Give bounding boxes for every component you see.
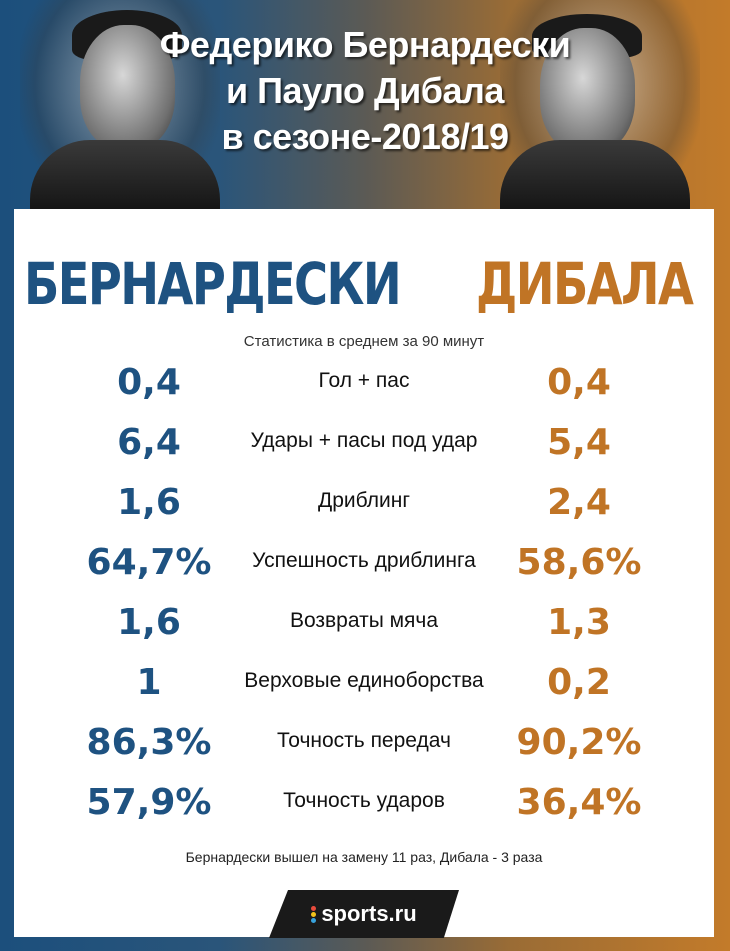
stat-value-right: 36,4% <box>516 782 642 823</box>
shoulders-shape <box>30 140 220 210</box>
logo-dot <box>311 917 317 923</box>
logo-dots-icon <box>311 905 317 924</box>
stat-value-right: 58,6% <box>516 542 642 583</box>
footnote: Бернардески вышел на замену 11 раз, Диба… <box>185 849 543 865</box>
logo-dot <box>311 905 317 911</box>
stat-row: 1 Верховые единоборства 0,2 <box>14 659 714 717</box>
stat-label: Точность ударов <box>283 789 445 812</box>
stat-row: 64,7% Успешность дриблинга 58,6% <box>14 539 714 597</box>
stat-value-right: 0,2 <box>547 662 611 703</box>
stat-row: 0,4 Гол + пас 0,4 <box>14 359 714 417</box>
head-shape <box>540 28 635 153</box>
stat-value-left: 1,6 <box>117 602 181 643</box>
stat-row: 57,9% Точность ударов 36,4% <box>14 779 714 837</box>
stat-value-left: 1 <box>136 662 162 703</box>
stat-value-left: 0,4 <box>117 362 181 403</box>
logo-text: sports.ru <box>321 901 417 926</box>
player-photo-bernardeschi <box>20 0 220 210</box>
stat-row: 6,4 Удары + пасы под удар 5,4 <box>14 419 714 477</box>
stat-value-right: 2,4 <box>547 482 611 523</box>
stat-label: Гол + пас <box>318 369 410 392</box>
head-shape <box>80 25 175 150</box>
sports-ru-logo[interactable]: sports.ru <box>269 890 459 938</box>
stat-row: 1,6 Дриблинг 2,4 <box>14 479 714 537</box>
player-name-right: ДИБАЛА <box>476 250 694 318</box>
title-line: Федерико Бернардески <box>159 24 571 65</box>
player-photo-dybala <box>500 0 700 210</box>
stat-value-left: 6,4 <box>117 422 181 463</box>
stat-label: Верховые единоборства <box>244 669 484 692</box>
stat-label: Дриблинг <box>318 489 410 512</box>
stat-value-left: 86,3% <box>86 722 212 763</box>
stat-value-left: 57,9% <box>86 782 212 823</box>
stat-value-right: 90,2% <box>516 722 642 763</box>
stat-value-right: 5,4 <box>547 422 611 463</box>
stat-label: Точность передач <box>277 729 451 752</box>
stat-label: Успешность дриблинга <box>252 549 476 572</box>
stat-value-right: 0,4 <box>547 362 611 403</box>
page-title: Федерико Бернардески и Пауло Дибала в се… <box>150 22 580 160</box>
stat-row: 86,3% Точность передач 90,2% <box>14 719 714 777</box>
title-line: в сезоне-2018/19 <box>221 116 509 157</box>
shoulders-shape <box>500 140 690 210</box>
stats-card: БЕРНАРДЕСКИ ДИБАЛА Статистика в среднем … <box>14 209 714 938</box>
stat-row: 1,6 Возвраты мяча 1,3 <box>14 599 714 657</box>
stat-value-right: 1,3 <box>547 602 611 643</box>
stat-label: Удары + пасы под удар <box>250 429 478 452</box>
stats-subtitle: Статистика в среднем за 90 минут <box>243 333 485 350</box>
stat-value-left: 64,7% <box>86 542 212 583</box>
logo-dot <box>311 911 317 917</box>
player-name-left: БЕРНАРДЕСКИ <box>24 250 402 318</box>
stat-label: Возвраты мяча <box>289 609 439 632</box>
title-line: и Пауло Дибала <box>226 70 504 111</box>
stat-value-left: 1,6 <box>117 482 181 523</box>
